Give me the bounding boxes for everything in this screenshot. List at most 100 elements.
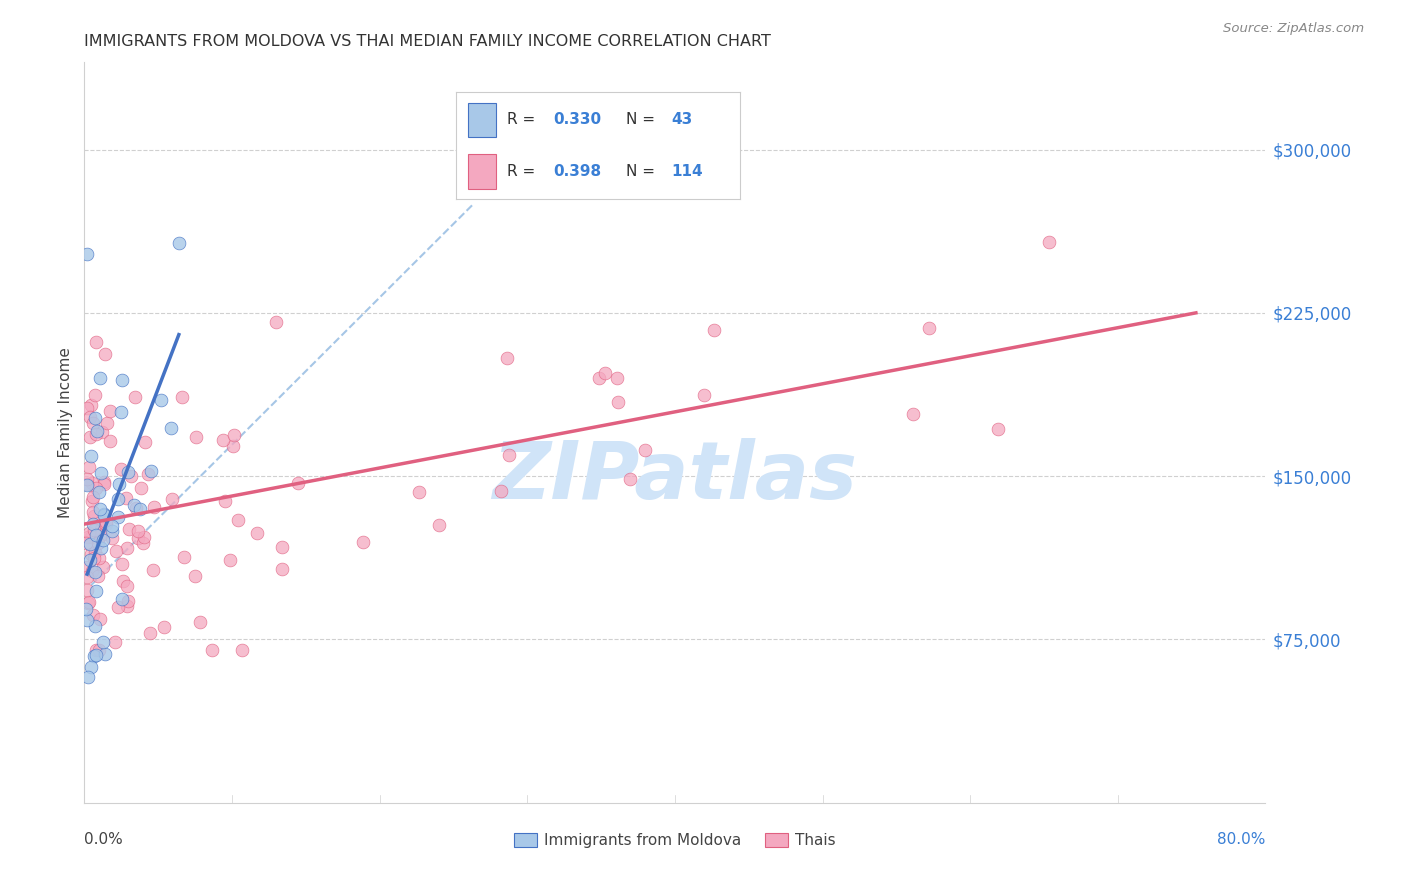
Point [91, 560, 114, 574]
Point [80, 476, 103, 491]
Point [77, 595, 100, 609]
Point [79, 530, 101, 544]
Text: IMMIGRANTS FROM MOLDOVA VS THAI MEDIAN FAMILY INCOME CORRELATION CHART: IMMIGRANTS FROM MOLDOVA VS THAI MEDIAN F… [84, 34, 772, 49]
Text: ZIPatlas: ZIPatlas [492, 438, 858, 516]
Point [94, 347, 117, 361]
Point [84, 334, 107, 349]
Point [160, 491, 183, 506]
Point [142, 563, 165, 577]
Point [101, 524, 124, 538]
Point [104, 543, 127, 558]
Point [352, 534, 374, 549]
Legend: Immigrants from Moldova, Thais: Immigrants from Moldova, Thais [508, 827, 842, 855]
Point [93, 533, 115, 547]
Point [129, 502, 152, 516]
Point [89, 612, 111, 626]
Point [112, 574, 135, 589]
Point [1038, 235, 1060, 250]
Point [82, 607, 104, 622]
Point [219, 552, 242, 566]
Point [83, 410, 105, 425]
Point [115, 491, 138, 506]
Point [94, 516, 117, 530]
Point [96, 416, 118, 430]
Point [917, 320, 939, 334]
Point [104, 635, 127, 649]
Point [184, 568, 207, 582]
Point [427, 518, 450, 533]
Point [76, 401, 98, 416]
Point [89, 371, 111, 385]
Point [246, 526, 269, 541]
Text: 0.0%: 0.0% [84, 832, 124, 847]
Point [91, 425, 114, 439]
Point [82, 506, 104, 520]
Point [619, 472, 641, 486]
Text: 80.0%: 80.0% [1218, 832, 1265, 847]
Point [83, 544, 105, 558]
Point [184, 429, 207, 443]
Point [987, 422, 1010, 436]
Point [264, 315, 287, 329]
Point [80, 564, 103, 578]
Point [79, 536, 101, 550]
Point [693, 388, 716, 402]
Point [84, 648, 107, 662]
Point [188, 615, 211, 629]
Point [84, 643, 107, 657]
Point [131, 536, 153, 550]
Point [143, 500, 166, 514]
Point [98, 404, 121, 418]
Point [222, 439, 245, 453]
Point [94, 647, 117, 661]
Point [128, 524, 150, 539]
Point [82, 491, 104, 505]
Point [80, 398, 103, 412]
Point [170, 390, 193, 404]
Point [115, 541, 138, 555]
Point [86, 527, 108, 541]
Point [107, 492, 129, 507]
Point [96, 516, 118, 531]
Point [287, 476, 309, 491]
Point [167, 236, 190, 251]
Point [83, 649, 105, 664]
Point [82, 516, 104, 531]
Point [80, 547, 103, 561]
Point [125, 501, 148, 516]
Point [495, 351, 517, 366]
Point [84, 426, 107, 441]
Point [83, 551, 105, 566]
Point [87, 536, 110, 550]
Point [79, 409, 101, 424]
Point [606, 371, 628, 385]
Point [89, 643, 111, 657]
Point [129, 481, 152, 495]
Point [100, 532, 122, 546]
Point [89, 502, 111, 516]
Point [134, 435, 156, 450]
Point [903, 407, 925, 421]
Point [153, 620, 176, 634]
Point [607, 395, 630, 409]
Point [79, 553, 101, 567]
Point [108, 477, 131, 491]
Point [90, 522, 112, 536]
Point [93, 507, 115, 521]
Point [115, 578, 138, 592]
Point [77, 526, 100, 541]
Point [110, 405, 132, 419]
Point [703, 323, 725, 337]
Point [84, 481, 107, 495]
Point [139, 464, 162, 478]
Point [117, 593, 139, 607]
Point [588, 370, 610, 384]
Point [222, 428, 245, 442]
Point [173, 549, 195, 564]
Point [77, 530, 100, 544]
Point [107, 510, 129, 524]
Point [83, 508, 105, 523]
Point [110, 462, 132, 476]
Point [90, 466, 112, 480]
Point [87, 485, 110, 500]
